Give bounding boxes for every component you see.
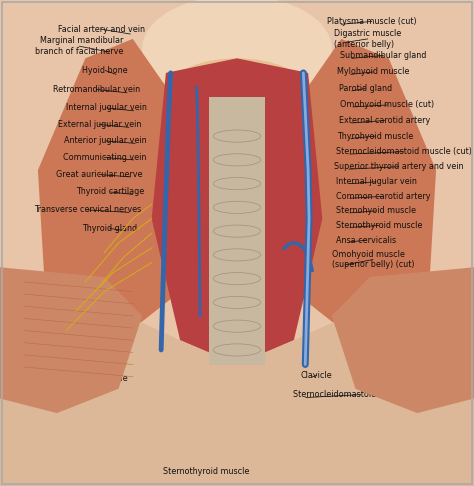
Text: Sternothyroid muscle: Sternothyroid muscle [336, 221, 422, 230]
Polygon shape [152, 58, 322, 364]
Text: Omohyoid muscle
(superior belly) (cut): Omohyoid muscle (superior belly) (cut) [332, 250, 414, 269]
Text: Thyroid cartilage: Thyroid cartilage [76, 188, 145, 196]
Text: Clavicle: Clavicle [301, 371, 333, 380]
Text: Supraclavicular nerves: Supraclavicular nerves [28, 349, 121, 358]
Text: Transverse cervical nerves: Transverse cervical nerves [34, 206, 141, 214]
Text: Common carotid artery: Common carotid artery [336, 192, 430, 201]
Text: Retromandibular vein: Retromandibular vein [53, 85, 140, 94]
Text: Hyoid bone: Hyoid bone [82, 66, 128, 75]
Text: Marginal mandibular
branch of facial nerve: Marginal mandibular branch of facial ner… [35, 36, 123, 56]
Text: Sternocleidomastoid muscle: Sternocleidomastoid muscle [13, 374, 128, 382]
Polygon shape [38, 39, 180, 340]
Text: Digastric muscle
(anterior belly): Digastric muscle (anterior belly) [334, 29, 401, 49]
Text: Communicating vein: Communicating vein [63, 153, 146, 162]
Polygon shape [332, 267, 474, 413]
Text: Ansa cervicalis: Ansa cervicalis [336, 236, 396, 244]
Text: Great auricular nerve: Great auricular nerve [56, 170, 142, 179]
Text: Parotid gland: Parotid gland [339, 84, 392, 93]
Text: Pectoralis major muscle: Pectoralis major muscle [355, 349, 451, 358]
Text: Anterior jugular vein: Anterior jugular vein [64, 137, 147, 145]
Text: Platysma muscle (cut): Platysma muscle (cut) [30, 331, 119, 340]
Text: Submandibular gland: Submandibular gland [340, 51, 427, 60]
Text: Platysma muscle (cut): Platysma muscle (cut) [327, 17, 417, 26]
Text: Sternohyoid muscle: Sternohyoid muscle [336, 207, 416, 215]
Text: Thyrohyoid muscle: Thyrohyoid muscle [337, 132, 414, 140]
Text: Sternocleidomastoid muscle (cut): Sternocleidomastoid muscle (cut) [293, 390, 429, 399]
Text: Mylohyoid muscle: Mylohyoid muscle [337, 68, 410, 76]
Text: External jugular vein: External jugular vein [58, 120, 141, 129]
Text: Thyroid gland: Thyroid gland [82, 224, 137, 233]
Ellipse shape [171, 58, 303, 117]
Text: Sternocleidomastoid muscle (cut): Sternocleidomastoid muscle (cut) [336, 147, 472, 156]
Text: Internal jugular vein: Internal jugular vein [336, 177, 417, 186]
Ellipse shape [142, 0, 332, 102]
Text: Facial artery and vein: Facial artery and vein [57, 25, 145, 34]
Text: Superior thyroid artery and vein: Superior thyroid artery and vein [334, 162, 464, 171]
Bar [209, 97, 265, 364]
Polygon shape [0, 267, 142, 413]
Text: External carotid artery: External carotid artery [339, 116, 430, 125]
Text: Brachial plexus: Brachial plexus [355, 331, 416, 340]
Polygon shape [0, 292, 474, 486]
Text: Trapezius muscle: Trapezius muscle [48, 312, 118, 321]
Text: Sternothyroid muscle: Sternothyroid muscle [163, 467, 249, 476]
Polygon shape [294, 39, 436, 340]
Text: Omohyoid muscle (cut): Omohyoid muscle (cut) [340, 101, 435, 109]
Text: Omohyoid muscle
(inferior belly): Omohyoid muscle (inferior belly) [355, 306, 428, 326]
Text: Internal jugular vein: Internal jugular vein [66, 104, 147, 112]
